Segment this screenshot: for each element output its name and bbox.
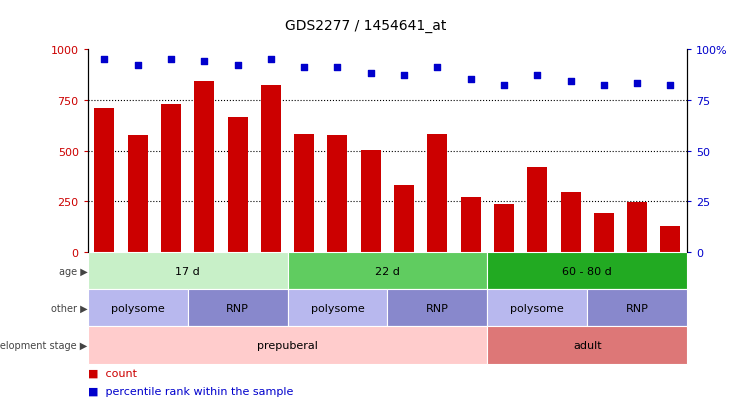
Point <box>632 81 643 88</box>
Bar <box>88 253 287 290</box>
Bar <box>88 290 188 327</box>
Text: 60 - 80 d: 60 - 80 d <box>562 266 612 276</box>
Bar <box>488 290 587 327</box>
Bar <box>488 327 687 364</box>
Point <box>664 83 676 90</box>
Bar <box>94 109 114 253</box>
Bar <box>361 150 381 253</box>
Text: 22 d: 22 d <box>375 266 400 276</box>
Bar <box>627 203 647 253</box>
Bar <box>461 198 481 253</box>
Bar <box>194 82 214 253</box>
Text: RNP: RNP <box>426 303 449 313</box>
Text: adult: adult <box>573 340 602 350</box>
Text: ■  count: ■ count <box>88 368 137 378</box>
Text: RNP: RNP <box>226 303 249 313</box>
Bar <box>587 290 687 327</box>
Bar <box>128 136 148 253</box>
Bar <box>188 290 287 327</box>
Bar <box>387 290 488 327</box>
Point <box>531 73 543 79</box>
Text: development stage ▶: development stage ▶ <box>0 340 88 350</box>
Point <box>598 83 610 90</box>
Bar <box>287 290 387 327</box>
Bar <box>394 186 414 253</box>
Bar <box>88 327 488 364</box>
Point <box>132 62 143 69</box>
Bar <box>488 253 687 290</box>
Point <box>99 57 110 63</box>
Bar <box>287 253 488 290</box>
Point <box>431 64 443 71</box>
Point <box>465 77 477 83</box>
Bar <box>261 86 281 253</box>
Point <box>398 73 410 79</box>
Bar <box>661 226 681 253</box>
Text: 17 d: 17 d <box>175 266 200 276</box>
Bar <box>294 135 314 253</box>
Bar <box>527 167 548 253</box>
Bar <box>227 118 248 253</box>
Point <box>298 64 310 71</box>
Text: RNP: RNP <box>626 303 648 313</box>
Text: other ▶: other ▶ <box>51 303 88 313</box>
Text: polysome: polysome <box>111 303 164 313</box>
Bar <box>161 104 181 253</box>
Point <box>232 62 243 69</box>
Text: ■  percentile rank within the sample: ■ percentile rank within the sample <box>88 387 293 396</box>
Text: polysome: polysome <box>510 303 564 313</box>
Bar <box>327 136 347 253</box>
Point <box>565 79 577 85</box>
Bar <box>594 213 614 253</box>
Bar <box>561 193 580 253</box>
Text: prepuberal: prepuberal <box>257 340 318 350</box>
Point <box>365 71 376 77</box>
Point <box>265 57 277 63</box>
Bar <box>494 204 514 253</box>
Text: polysome: polysome <box>311 303 364 313</box>
Point <box>198 59 210 65</box>
Point <box>498 83 510 90</box>
Text: age ▶: age ▶ <box>59 266 88 276</box>
Point <box>165 57 177 63</box>
Point <box>332 64 344 71</box>
Text: GDS2277 / 1454641_at: GDS2277 / 1454641_at <box>285 19 446 33</box>
Bar <box>428 135 447 253</box>
